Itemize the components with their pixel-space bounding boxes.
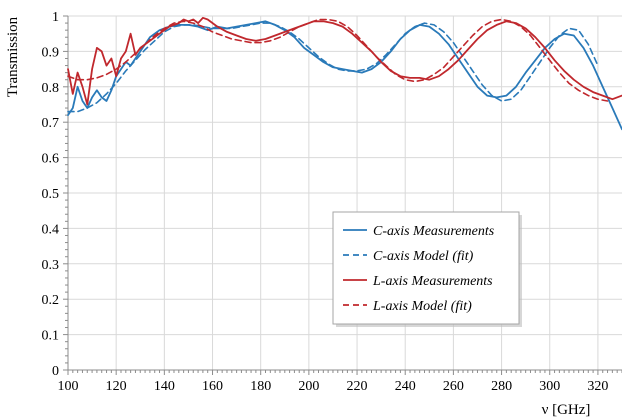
x-tick-label-300: 300 xyxy=(539,379,560,394)
legend-label-3: L-axis Model (fit) xyxy=(372,299,472,314)
y-tick-label-4: 0.4 xyxy=(42,222,60,237)
legend: C-axis Measurements C-axis Model (fit) L-a… xyxy=(332,211,522,327)
x-axis-title: ν [GHz] xyxy=(542,402,591,418)
x-tick-label-160: 160 xyxy=(202,379,223,394)
legend-label-1: C-axis Model (fit) xyxy=(373,249,474,264)
series-group xyxy=(67,16,622,131)
x-tick-label-140: 140 xyxy=(154,379,175,394)
y-tick-label-2: 0.2 xyxy=(42,293,60,308)
y-tick-label-0: 0 xyxy=(52,364,59,379)
y-tick-label-6: 0.6 xyxy=(42,152,60,167)
series-line-0 xyxy=(67,20,622,131)
y-tick-label-8: 0.8 xyxy=(42,81,60,96)
y-tick-label-5: 0.5 xyxy=(42,187,60,202)
y-tick-label-1: 0.1 xyxy=(42,329,60,344)
legend-label-0: C-axis Measurements xyxy=(373,224,495,239)
y-tick-label-10: 1 xyxy=(52,10,59,25)
x-tick-label-320: 320 xyxy=(587,379,608,394)
y-axis-title: Transmission xyxy=(5,16,21,97)
x-tick-labels: 100 120 140 160 180 200 220 240 260 280 300 320 xyxy=(58,379,609,394)
legend-label-2: L-axis Measurements xyxy=(372,274,493,289)
x-tick-label-220: 220 xyxy=(347,379,368,394)
x-tick-label-260: 260 xyxy=(443,379,464,394)
y-tick-label-9: 0.9 xyxy=(42,45,60,60)
x-tick-label-280: 280 xyxy=(491,379,512,394)
series-line-3 xyxy=(67,18,609,102)
y-tick-label-3: 0.3 xyxy=(42,258,60,273)
y-tick-label-7: 0.7 xyxy=(42,116,60,131)
x-tick-label-200: 200 xyxy=(298,379,319,394)
x-tick-label-120: 120 xyxy=(106,379,127,394)
y-tick-labels: 0 0.1 0.2 0.3 0.4 0.5 0.6 0.7 0.8 0.9 1 xyxy=(42,10,60,379)
x-tick-label-100: 100 xyxy=(58,379,79,394)
series-line-1 xyxy=(67,22,599,113)
x-tick-label-180: 180 xyxy=(250,379,271,394)
x-tick-label-240: 240 xyxy=(395,379,416,394)
